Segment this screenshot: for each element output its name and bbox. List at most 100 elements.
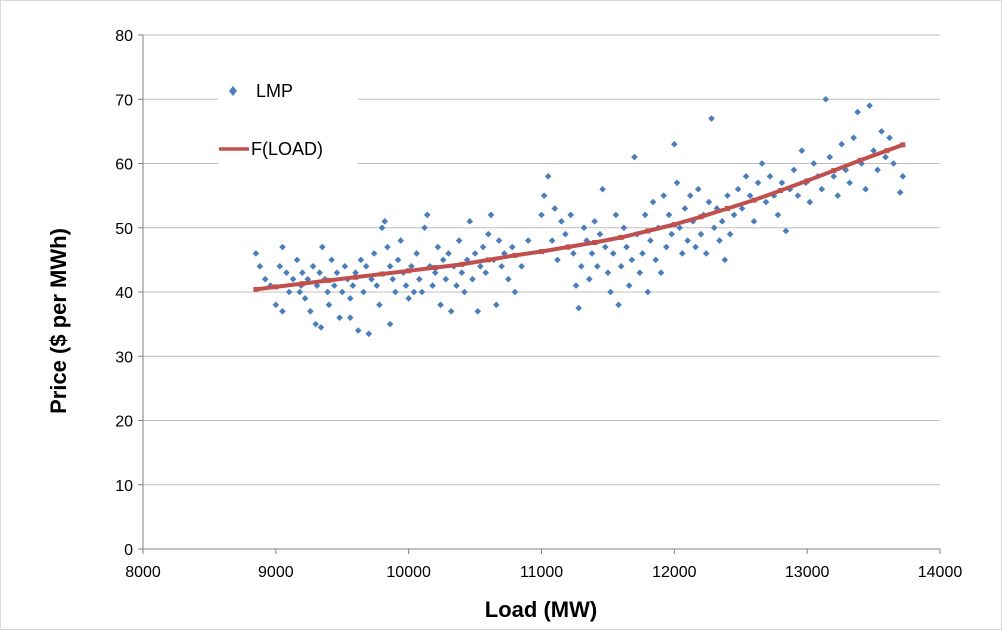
lmp-point	[312, 320, 319, 328]
lmp-point	[434, 243, 442, 251]
f-load-point	[379, 271, 385, 277]
lmp-point	[508, 243, 516, 251]
lmp-point	[402, 282, 410, 289]
legend: LMP F(LOAD)	[218, 72, 358, 172]
lmp-point	[487, 211, 495, 219]
y-tick-label: 10	[115, 478, 133, 495]
lmp-point	[373, 282, 381, 289]
axes	[138, 34, 941, 554]
y-tick-label: 30	[115, 349, 133, 366]
lmp-point	[421, 224, 428, 232]
lmp-point	[368, 275, 375, 283]
lmp-point	[389, 275, 397, 283]
lmp-point	[352, 269, 359, 277]
lmp-point	[471, 250, 479, 257]
lmp-point	[580, 224, 588, 232]
lmp-point	[708, 115, 715, 122]
lmp-point	[524, 237, 532, 244]
lmp-point	[705, 198, 713, 206]
lmp-point	[591, 218, 598, 225]
f-load-point	[459, 261, 465, 267]
lmp-point	[724, 192, 731, 199]
lmp-point	[442, 275, 450, 283]
x-tick-label: 10000	[386, 564, 431, 581]
lmp-point	[790, 166, 798, 174]
lmp-point	[319, 243, 326, 251]
lmp-point	[842, 166, 849, 174]
lmp-point	[296, 288, 304, 296]
lmp-point	[734, 185, 742, 193]
lmp-point	[289, 275, 297, 283]
lmp-point	[668, 230, 675, 238]
lmp-point	[469, 275, 476, 283]
lmp-point	[663, 243, 670, 251]
lmp-point	[360, 288, 367, 296]
lmp-point	[673, 179, 681, 187]
lmp-point	[252, 250, 260, 257]
lmp-point	[554, 256, 561, 264]
lmp-point	[328, 256, 335, 264]
lmp-point	[370, 250, 378, 257]
lmp-point	[639, 250, 646, 257]
lmp-point	[511, 288, 519, 296]
f-load-series	[253, 142, 906, 292]
f-load-point	[671, 222, 677, 228]
lmp-point	[721, 256, 729, 264]
lmp-point	[376, 301, 383, 309]
lmp-point	[415, 275, 423, 283]
lmp-point	[397, 237, 404, 244]
lmp-point	[718, 218, 726, 225]
lmp-point	[307, 307, 314, 315]
y-tick-label: 0	[124, 542, 133, 559]
lmp-point	[647, 237, 654, 244]
lmp-point	[671, 140, 678, 148]
lmp-point	[854, 108, 861, 116]
lmp-point	[518, 263, 525, 270]
lmp-point	[762, 198, 770, 206]
lmp-point	[501, 250, 508, 257]
x-tick-label: 14000	[918, 564, 963, 581]
lmp-point	[782, 227, 790, 235]
lmp-point	[466, 218, 474, 225]
y-tick-label: 40	[115, 285, 133, 302]
f-load-point	[592, 240, 598, 246]
lmp-point	[686, 192, 694, 199]
lmp-point	[604, 269, 612, 277]
lmp-point	[445, 250, 452, 257]
lmp-point	[631, 153, 638, 161]
lmp-point	[738, 205, 746, 212]
lmp-point	[558, 218, 565, 225]
lmp-point	[313, 282, 321, 289]
f-load-point	[698, 214, 704, 220]
x-tick-label: 8000	[125, 564, 161, 581]
lmp-point	[384, 243, 391, 251]
lmp-point	[410, 288, 418, 296]
lmp-point	[838, 140, 846, 148]
lmp-point	[665, 211, 673, 219]
x-tick-label: 9000	[258, 564, 294, 581]
f-load-point	[432, 265, 438, 271]
lmp-point	[316, 269, 323, 277]
lmp-point	[850, 134, 857, 142]
lmp-point	[798, 147, 806, 154]
lmp-point	[309, 263, 317, 270]
lmp-point	[636, 269, 644, 277]
lmp-point	[586, 275, 593, 283]
y-tick-label: 80	[115, 28, 133, 45]
lmp-point	[615, 301, 622, 309]
lmp-point	[482, 269, 490, 277]
lmp-point	[461, 288, 468, 296]
lmp-point	[349, 282, 357, 289]
lmp-point	[548, 237, 556, 244]
f-load-point	[565, 244, 571, 250]
x-tick-label: 13000	[785, 564, 830, 581]
lmp-point	[625, 282, 633, 289]
lmp-point	[657, 269, 665, 277]
lmp-point	[570, 250, 577, 257]
lmp-point	[572, 282, 580, 289]
lmp-point	[778, 179, 786, 187]
lmp-point	[676, 224, 683, 232]
f-load-point	[618, 234, 624, 240]
